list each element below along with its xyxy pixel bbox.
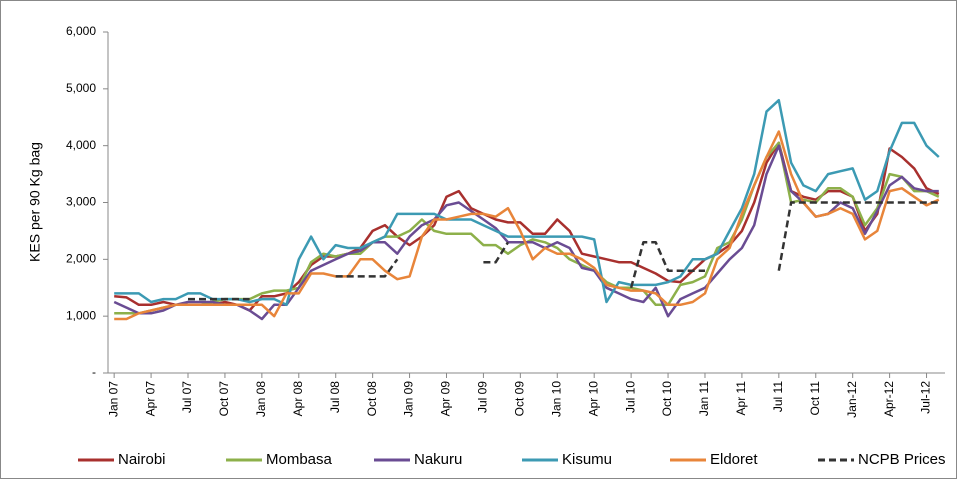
x-tick-label: Apr 07 — [143, 381, 157, 417]
x-tick-label: Jan-12 — [845, 381, 859, 418]
y-tick-label: 3,000 — [66, 195, 96, 209]
x-tick-label: Apr 11 — [734, 381, 748, 416]
legend-label: Nakuru — [414, 451, 462, 468]
y-tick-label: - — [92, 365, 96, 379]
x-tick-label: Jan 07 — [106, 381, 120, 417]
x-tick-label: Jul-12 — [919, 381, 933, 414]
series-line — [114, 98, 940, 307]
legend-label: Mombasa — [266, 451, 333, 468]
y-tick-label: 2,000 — [66, 252, 96, 266]
x-tick-label: Oct 08 — [365, 381, 379, 417]
legend-label: Kisumu — [562, 451, 612, 468]
y-tick-label: 5,000 — [66, 81, 96, 95]
x-tick-label: Apr 10 — [586, 381, 600, 417]
x-tick-label: Jul 09 — [476, 381, 490, 413]
x-tick-label: Apr-12 — [882, 381, 896, 417]
y-tick-label: 1,000 — [66, 308, 96, 322]
legend-label: Eldoret — [710, 451, 758, 468]
x-tick-label: Oct 09 — [513, 381, 527, 417]
y-axis-title: KES per 90 Kg bag — [27, 142, 43, 262]
x-tick-label: Oct 07 — [217, 381, 231, 417]
legend: Nairobi Mombasa Nakuru Kisumu Eldoret NCPB Pr… — [78, 451, 946, 468]
x-tick-label: Apr 09 — [439, 381, 453, 417]
legend-label: NCPB Prices — [858, 451, 946, 468]
x-tick-label: Jan 10 — [549, 381, 563, 417]
series-line — [188, 201, 939, 301]
x-tick-label: Jan 08 — [254, 381, 268, 417]
x-tick-label: Oct 11 — [808, 381, 822, 416]
x-tick-label: Jan 09 — [402, 381, 416, 417]
x-tick-label: Apr 08 — [291, 381, 305, 417]
series-line — [114, 130, 940, 321]
x-tick-label: Jul 08 — [328, 381, 342, 413]
x-tick-label: Jan 11 — [697, 381, 711, 416]
y-tick-label: 4,000 — [66, 138, 96, 152]
legend-label: Nairobi — [118, 451, 166, 468]
x-tick-label: Oct 10 — [660, 381, 674, 417]
x-tick-label: Jul 10 — [623, 381, 637, 413]
x-tick-label: Jul 11 — [771, 381, 785, 412]
y-tick-label: 6,000 — [66, 24, 96, 38]
x-tick-label: Jul 07 — [180, 381, 194, 413]
